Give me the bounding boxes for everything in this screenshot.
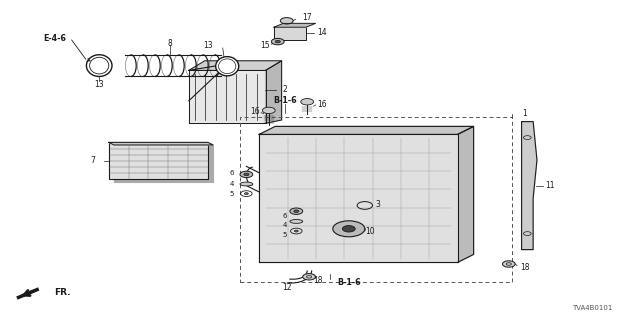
Circle shape xyxy=(342,226,355,232)
Polygon shape xyxy=(259,134,458,262)
Circle shape xyxy=(294,230,298,232)
Ellipse shape xyxy=(216,57,239,76)
Text: TVA4B0101: TVA4B0101 xyxy=(572,305,612,311)
Text: 1: 1 xyxy=(522,109,527,118)
Text: 12: 12 xyxy=(282,283,291,292)
Circle shape xyxy=(290,208,303,214)
Bar xyxy=(109,142,208,179)
Text: FR.: FR. xyxy=(54,288,71,297)
Circle shape xyxy=(303,274,316,280)
Text: E-4-6: E-4-6 xyxy=(43,34,66,43)
Bar xyxy=(274,27,306,40)
Circle shape xyxy=(280,18,293,24)
Ellipse shape xyxy=(290,220,303,223)
Ellipse shape xyxy=(86,55,112,76)
Circle shape xyxy=(244,193,248,195)
Polygon shape xyxy=(274,23,316,27)
Circle shape xyxy=(244,173,249,176)
Text: 18: 18 xyxy=(314,276,323,285)
Polygon shape xyxy=(259,126,474,134)
Circle shape xyxy=(502,261,515,267)
Text: 2: 2 xyxy=(282,85,287,94)
Text: 18: 18 xyxy=(520,263,529,272)
Circle shape xyxy=(333,221,365,237)
Text: 6: 6 xyxy=(282,213,287,219)
Polygon shape xyxy=(266,61,282,123)
Text: 16: 16 xyxy=(317,100,327,109)
Text: 13: 13 xyxy=(203,41,213,50)
Text: 4: 4 xyxy=(230,181,234,187)
Bar xyxy=(114,145,213,182)
Circle shape xyxy=(301,99,314,105)
Text: 6: 6 xyxy=(230,171,234,176)
Text: 5: 5 xyxy=(283,232,287,238)
Text: 10: 10 xyxy=(365,227,375,236)
Polygon shape xyxy=(109,142,213,145)
Circle shape xyxy=(262,107,275,114)
Text: B-1-6: B-1-6 xyxy=(273,96,296,105)
Polygon shape xyxy=(458,126,474,262)
Text: 13: 13 xyxy=(94,80,104,89)
Circle shape xyxy=(271,38,284,45)
Ellipse shape xyxy=(240,182,253,186)
Text: 14: 14 xyxy=(317,28,327,37)
Text: 11: 11 xyxy=(546,181,555,190)
Bar xyxy=(240,117,512,282)
Polygon shape xyxy=(522,122,537,250)
Text: 8: 8 xyxy=(167,39,172,48)
Text: 16: 16 xyxy=(250,107,260,116)
Polygon shape xyxy=(189,70,266,123)
Text: 3: 3 xyxy=(375,200,380,209)
Polygon shape xyxy=(189,61,282,70)
Text: B-1-6: B-1-6 xyxy=(337,278,360,287)
Text: 5: 5 xyxy=(230,191,234,196)
Ellipse shape xyxy=(218,59,236,74)
Text: 7: 7 xyxy=(90,156,95,165)
Text: 15: 15 xyxy=(260,41,270,50)
Ellipse shape xyxy=(90,57,109,74)
Text: 17: 17 xyxy=(302,13,312,22)
Text: 4: 4 xyxy=(283,222,287,228)
Circle shape xyxy=(240,171,253,178)
Circle shape xyxy=(294,210,299,212)
Circle shape xyxy=(275,40,280,43)
